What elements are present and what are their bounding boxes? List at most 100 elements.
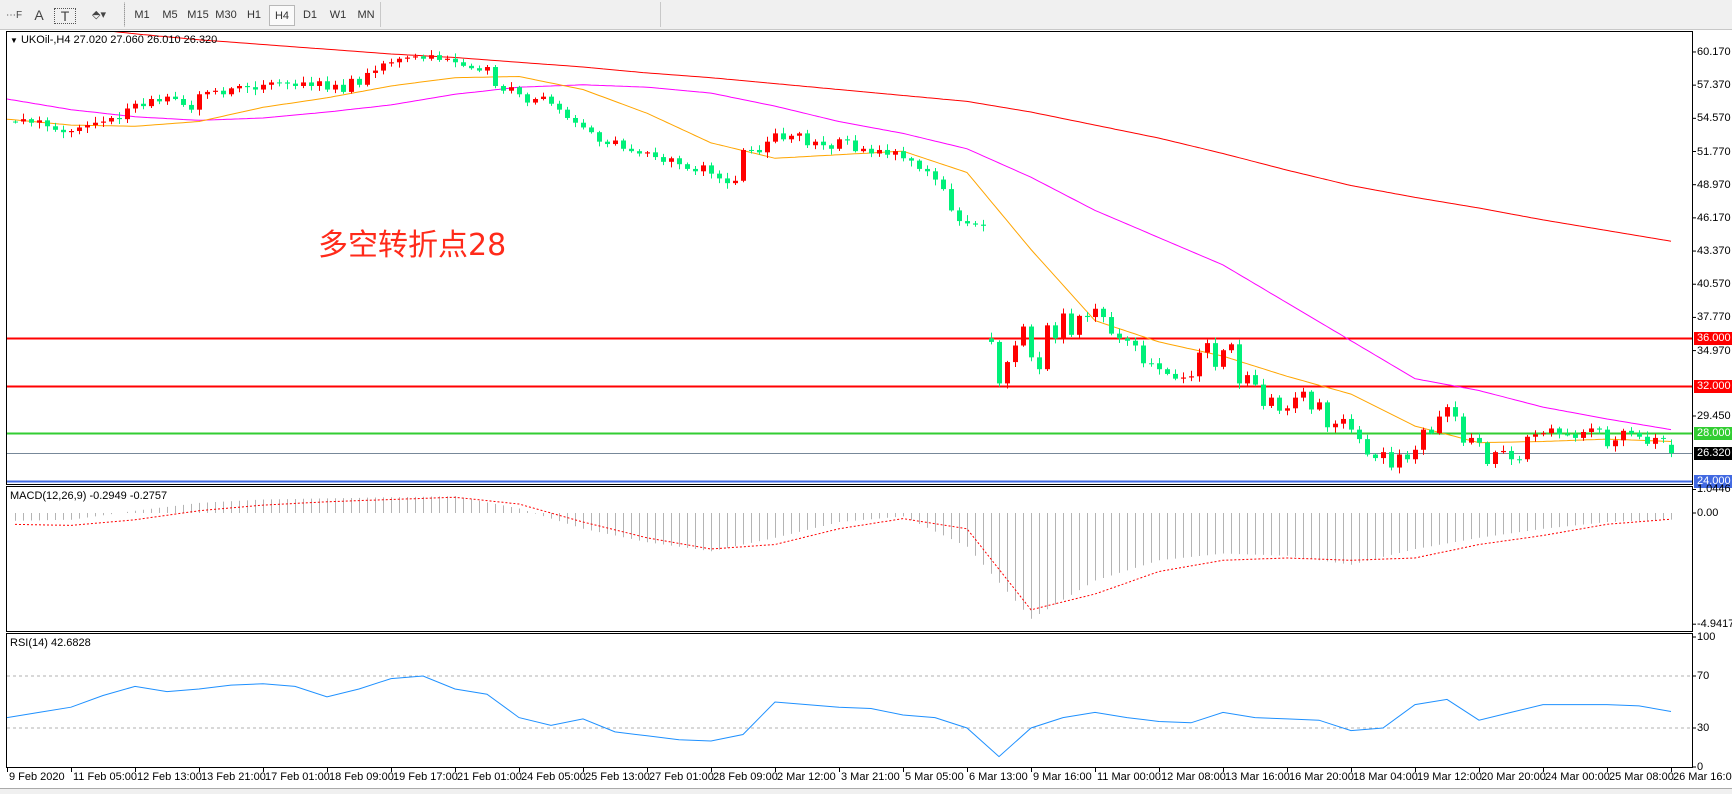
timeframe-button-m15[interactable]: M15 <box>187 9 209 21</box>
timeframe-button-d1[interactable]: D1 <box>302 9 318 21</box>
candle-body <box>573 117 578 123</box>
candle-body <box>765 141 770 153</box>
candle <box>13 120 18 124</box>
timeframe-button-m5[interactable]: M5 <box>162 9 178 21</box>
candle <box>741 148 746 183</box>
candle <box>773 128 778 144</box>
candle <box>861 145 866 153</box>
candle <box>909 156 914 167</box>
candle-body <box>1085 315 1090 318</box>
timeframe-button-h1[interactable]: H1 <box>246 9 262 21</box>
macd-plot <box>14 496 1672 619</box>
candle-body <box>341 84 346 92</box>
candle <box>1565 428 1570 437</box>
candle <box>1101 306 1106 323</box>
timeframe-button-mn[interactable]: MN <box>357 9 375 21</box>
toolbar-grip[interactable] <box>124 4 127 25</box>
timeframe-button-m1[interactable]: M1 <box>134 9 150 21</box>
candle-body <box>1613 440 1618 447</box>
candle <box>317 77 322 91</box>
candle-body <box>93 122 98 126</box>
candle-body <box>1645 436 1650 444</box>
price-axis-label: 57.370 <box>1697 79 1731 92</box>
candle <box>853 135 858 153</box>
candle <box>1413 445 1418 464</box>
candle <box>781 127 786 142</box>
candle <box>493 65 498 89</box>
candle <box>1653 433 1658 449</box>
candle <box>149 95 154 108</box>
candle-body <box>693 168 698 172</box>
candle-body <box>1437 416 1442 434</box>
candle <box>1525 434 1530 462</box>
level-price-tag: 32.000 <box>1694 379 1732 393</box>
candle <box>285 80 290 90</box>
candle-body <box>1405 454 1410 460</box>
candle <box>1573 430 1578 442</box>
candle-body <box>141 103 146 107</box>
candle <box>413 53 418 60</box>
candle-body <box>189 104 194 110</box>
candle-body <box>1077 315 1082 335</box>
arrows-dropdown-icon[interactable]: ⬘▾ <box>92 9 106 21</box>
panel-separator-macd[interactable] <box>6 484 1693 487</box>
candle-body <box>397 58 402 63</box>
time-axis-label: 28 Feb 09:00 <box>713 771 778 783</box>
candle-body <box>1517 459 1522 461</box>
chart-window[interactable] <box>6 31 1693 768</box>
candle-body <box>477 68 482 71</box>
panel-separator-rsi[interactable] <box>6 631 1693 634</box>
candle-body <box>1093 308 1098 318</box>
candle <box>1621 428 1626 447</box>
rsi-axis-label: 30 <box>1697 722 1710 734</box>
candle <box>757 145 762 155</box>
candle-body <box>365 72 370 85</box>
candle-body <box>1197 352 1202 377</box>
candle <box>1557 426 1562 439</box>
candle <box>1445 404 1450 423</box>
candle-body <box>541 96 546 100</box>
candle-body <box>893 151 898 155</box>
text-icon[interactable]: A <box>34 7 44 23</box>
candle <box>261 80 266 93</box>
candle <box>1117 328 1122 343</box>
candle <box>1173 369 1178 381</box>
candle-body <box>1253 375 1258 385</box>
candle <box>269 79 274 90</box>
candle-body <box>1341 418 1346 424</box>
text-label-icon[interactable]: T <box>54 8 76 24</box>
candle-body <box>709 165 714 174</box>
candle <box>1397 449 1402 474</box>
candle <box>1421 427 1426 455</box>
candle-body <box>525 94 530 103</box>
candle-body <box>1397 454 1402 468</box>
candle-body <box>133 103 138 109</box>
price-axis-label: 34.970 <box>1697 344 1731 357</box>
candle <box>1221 348 1226 370</box>
candle <box>837 137 842 151</box>
candle-body <box>501 85 506 91</box>
collapse-triangle-icon[interactable]: ▼ <box>10 36 18 45</box>
candle-body <box>1429 429 1434 434</box>
candle-body <box>1381 452 1386 459</box>
candle-body <box>53 126 58 130</box>
candle <box>1509 446 1514 466</box>
candle-body <box>645 152 650 154</box>
timeframe-button-w1[interactable]: W1 <box>329 9 347 21</box>
candle-body <box>493 67 498 86</box>
candle <box>445 55 450 62</box>
candle <box>485 65 490 75</box>
candle <box>1005 360 1010 389</box>
candle-body <box>749 149 754 151</box>
timeframe-button-m30[interactable]: M30 <box>215 9 237 21</box>
moving-averages <box>7 32 1672 444</box>
candle <box>1245 371 1250 388</box>
time-axis-label: 11 Feb 05:00 <box>73 771 138 783</box>
price-axis-label: 48.970 <box>1697 178 1731 191</box>
candle <box>917 159 922 172</box>
pivot-annotation-text: 多空转折点28 <box>318 228 507 263</box>
fibonacci-lines-icon[interactable]: ⋯F <box>5 10 23 21</box>
timeframe-button-h4[interactable]: H4 <box>269 5 295 26</box>
candle <box>893 148 898 161</box>
